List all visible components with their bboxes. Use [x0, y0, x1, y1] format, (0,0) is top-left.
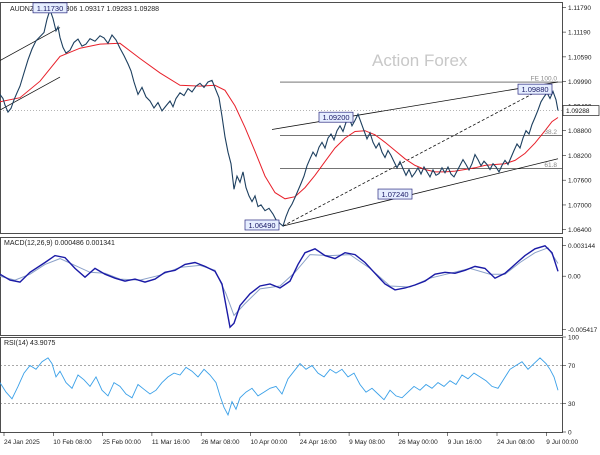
- rsi-frame: [0, 337, 563, 433]
- y-tick-label: 70: [568, 363, 576, 370]
- price-frame: [0, 2, 563, 234]
- x-axis: 24 Jan 2025 10 Feb 08:00 25 Feb 00:00 11 Ma…: [3, 432, 578, 446]
- y-tick-label: 1.06400: [568, 227, 592, 234]
- price-panel: 1.11730 1.06490 1.09200 1.07240 1.09880 FE 10…: [0, 2, 600, 234]
- y-tick-label: 1.11190: [568, 30, 591, 37]
- price-label-text: 1.06490: [248, 221, 275, 230]
- y-tick-label: 0: [568, 430, 572, 437]
- x-tick-label: 24 Jan 2025: [4, 439, 40, 446]
- price-label-text: 1.11730: [37, 4, 64, 13]
- ma-series-line: [0, 42, 559, 200]
- y-tick-label: 1.10590: [568, 54, 592, 61]
- macd-signal-line: [0, 247, 559, 317]
- y-tick-label: 0.00: [568, 274, 581, 281]
- y-tick-label: -0.005417: [568, 327, 598, 334]
- price-label-text: 1.09200: [322, 113, 349, 122]
- price-label-text: 1.09880: [521, 85, 548, 94]
- x-tick-label: 24 Jun 08:00: [497, 439, 535, 446]
- watermark: Action Forex: [372, 51, 468, 70]
- y-tick-label: 0.003144: [568, 243, 595, 250]
- y-tick-label: 1.11790: [568, 5, 591, 12]
- channel-line: [0, 76, 61, 111]
- price-series-line: [0, 8, 559, 227]
- channel-line: [282, 158, 559, 227]
- x-tick-label: 11 Mar 16:00: [152, 439, 190, 446]
- x-tick-label: 10 Feb 08:00: [53, 439, 92, 446]
- price-label-box: [244, 219, 280, 231]
- x-tick-label: 9 Jul 00:00: [546, 439, 578, 446]
- y-tick-label: 1.08800: [568, 128, 592, 135]
- macd-frame: [0, 237, 563, 336]
- last-price-label: 1.09288: [566, 108, 590, 115]
- x-tick-label: 10 Apr 00:00: [251, 439, 288, 446]
- macd-panel: MACD(12,26,9) 0.000486 0.001341 0.003144…: [0, 240, 598, 334]
- y-tick-label: 30: [568, 401, 576, 408]
- price-label-box: [318, 111, 354, 123]
- rsi-panel: RSI(14) 43.9075 100 70 30 0: [0, 335, 579, 437]
- rsi-title: RSI(14) 43.9075: [4, 340, 55, 347]
- x-tick-label: 25 Feb 00:00: [103, 439, 142, 446]
- price-label-box: [377, 188, 413, 200]
- rsi-line: [0, 357, 559, 417]
- fib-label: FE 100.0: [531, 76, 558, 83]
- macd-title: MACD(12,26,9) 0.000486 0.001341: [4, 240, 115, 247]
- y-tick-label: 100: [568, 335, 579, 342]
- last-price-tag: [562, 105, 600, 116]
- channel-line: [0, 27, 61, 61]
- y-tick-label: 1.07000: [568, 202, 592, 209]
- x-tick-label: 24 Apr 16:00: [300, 439, 337, 446]
- symbol-info-text: AUDNZD,H4 1.09306 1.09317 1.09283 1.0928…: [10, 6, 159, 13]
- price-label-box: [517, 83, 553, 95]
- y-tick-label: 1.09990: [568, 79, 592, 86]
- price-label-box: [32, 2, 68, 14]
- macd-line: [0, 245, 559, 329]
- fib-label: 38.2: [544, 129, 557, 136]
- y-tick-label: 1.07600: [568, 178, 592, 185]
- y-tick-label: 1.08200: [568, 153, 592, 160]
- x-tick-label: 26 May 00:00: [398, 439, 438, 446]
- price-label-text: 1.07240: [381, 190, 408, 199]
- x-tick-label: 9 Jun 16:00: [448, 439, 482, 446]
- fib-label: 61.8: [544, 162, 557, 169]
- x-tick-label: 9 May 08:00: [349, 439, 385, 446]
- x-tick-label: 26 Mar 08:00: [201, 439, 240, 446]
